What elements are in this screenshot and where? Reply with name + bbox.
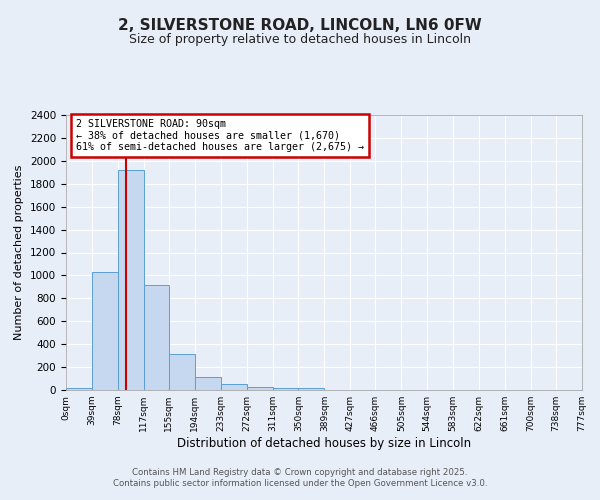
Text: Contains HM Land Registry data © Crown copyright and database right 2025.
Contai: Contains HM Land Registry data © Crown c… [113, 468, 487, 487]
Text: Size of property relative to detached houses in Lincoln: Size of property relative to detached ho… [129, 32, 471, 46]
Bar [118, 170, 143, 390]
Bar [298, 388, 325, 390]
Bar [221, 384, 247, 390]
Bar [92, 272, 118, 390]
Bar [195, 378, 221, 390]
Bar [247, 386, 272, 390]
Text: 2, SILVERSTONE ROAD, LINCOLN, LN6 0FW: 2, SILVERSTONE ROAD, LINCOLN, LN6 0FW [118, 18, 482, 32]
Bar [143, 284, 169, 390]
X-axis label: Distribution of detached houses by size in Lincoln: Distribution of detached houses by size … [177, 437, 471, 450]
Text: 2 SILVERSTONE ROAD: 90sqm
← 38% of detached houses are smaller (1,670)
61% of se: 2 SILVERSTONE ROAD: 90sqm ← 38% of detac… [76, 119, 364, 152]
Bar [169, 354, 195, 390]
Bar [66, 388, 92, 390]
Bar [272, 388, 298, 390]
Y-axis label: Number of detached properties: Number of detached properties [14, 165, 25, 340]
